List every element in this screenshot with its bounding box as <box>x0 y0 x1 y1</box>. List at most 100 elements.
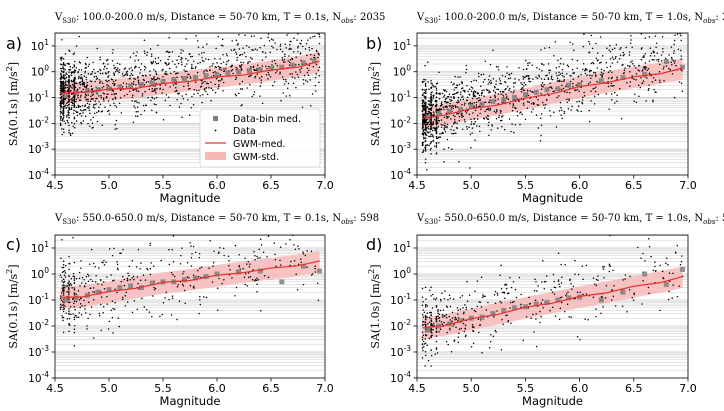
data-point <box>680 55 683 57</box>
data-point <box>85 98 88 100</box>
data-point <box>71 121 73 124</box>
data-point <box>513 86 515 88</box>
legend-entry-label: Data <box>233 126 256 137</box>
data-point <box>196 40 199 42</box>
data-point <box>543 104 545 106</box>
data-point <box>200 266 203 268</box>
data-point <box>178 55 180 58</box>
data-point <box>494 94 496 96</box>
data-point <box>318 35 321 38</box>
data-point <box>430 327 432 330</box>
legend-entry-label: Data-bin med. <box>233 114 301 125</box>
data-point <box>599 62 601 64</box>
data-point <box>651 58 654 61</box>
bin-median-marker <box>63 297 69 303</box>
data-point <box>64 81 67 83</box>
data-point <box>608 108 610 110</box>
data-point <box>547 77 549 79</box>
data-point <box>260 244 263 246</box>
data-point <box>652 100 654 103</box>
data-point <box>149 74 151 76</box>
data-point <box>280 99 282 102</box>
data-point <box>661 35 664 38</box>
data-point <box>222 45 224 47</box>
data-point <box>556 77 559 80</box>
data-point <box>672 284 674 286</box>
data-point <box>295 64 297 66</box>
data-point <box>65 107 68 109</box>
data-point <box>151 88 154 90</box>
data-point <box>80 121 82 124</box>
x-tick-label: 7.0 <box>679 179 697 192</box>
data-point <box>550 76 553 78</box>
data-point <box>424 162 427 164</box>
data-point <box>591 47 594 50</box>
data-point <box>653 58 655 61</box>
data-point <box>424 158 427 160</box>
data-point <box>421 141 424 144</box>
data-point <box>654 265 656 268</box>
data-point <box>260 309 262 312</box>
data-point <box>74 308 76 311</box>
data-point <box>451 317 454 319</box>
data-point <box>76 114 79 117</box>
data-point <box>444 290 446 292</box>
data-point <box>79 62 82 64</box>
data-point <box>176 76 178 79</box>
data-point <box>662 277 665 280</box>
data-point <box>445 115 448 117</box>
data-point <box>440 102 443 105</box>
data-point <box>611 56 614 58</box>
data-point <box>106 295 108 298</box>
data-point <box>128 90 131 93</box>
data-point <box>648 84 650 86</box>
bin-median-marker <box>425 327 431 333</box>
data-point <box>68 280 70 282</box>
data-point <box>484 101 486 103</box>
data-point <box>459 296 462 299</box>
data-point <box>59 108 62 110</box>
data-point <box>86 102 89 105</box>
data-point <box>77 97 79 99</box>
data-point <box>662 51 664 53</box>
chart-panel-c: 4.5 5.0 5.5 6.0 6.5 7.010110010-110-210-310-4… <box>5 213 379 408</box>
data-point <box>481 296 484 299</box>
data-point <box>60 96 63 99</box>
data-point <box>537 104 540 106</box>
data-point <box>468 126 470 128</box>
data-point <box>124 73 127 76</box>
data-point <box>68 63 70 66</box>
bin-median-marker <box>300 263 306 269</box>
data-point <box>65 80 67 82</box>
bin-median-marker <box>128 83 134 89</box>
data-point <box>538 68 541 70</box>
data-point <box>61 287 64 290</box>
data-point <box>424 146 427 148</box>
data-point <box>288 94 291 97</box>
data-point <box>59 101 62 104</box>
data-point <box>478 97 480 99</box>
data-point <box>193 60 195 63</box>
data-point <box>265 65 267 68</box>
data-point <box>486 89 489 92</box>
data-point <box>487 301 489 304</box>
data-point <box>595 315 597 318</box>
data-point <box>113 308 116 311</box>
data-point <box>116 261 118 263</box>
data-point <box>235 51 237 53</box>
data-point <box>670 46 673 48</box>
x-axis-label: Magnitude <box>522 394 583 408</box>
data-point <box>85 63 87 66</box>
data-point <box>166 73 168 76</box>
x-tick-label: 4.5 <box>46 179 64 192</box>
data-point <box>83 83 86 85</box>
data-point <box>132 81 135 83</box>
data-point <box>424 149 427 152</box>
data-point <box>487 118 489 120</box>
data-point <box>583 33 585 35</box>
data-point <box>141 95 144 97</box>
data-point <box>514 81 516 84</box>
data-point <box>249 276 252 278</box>
data-point <box>84 86 86 88</box>
